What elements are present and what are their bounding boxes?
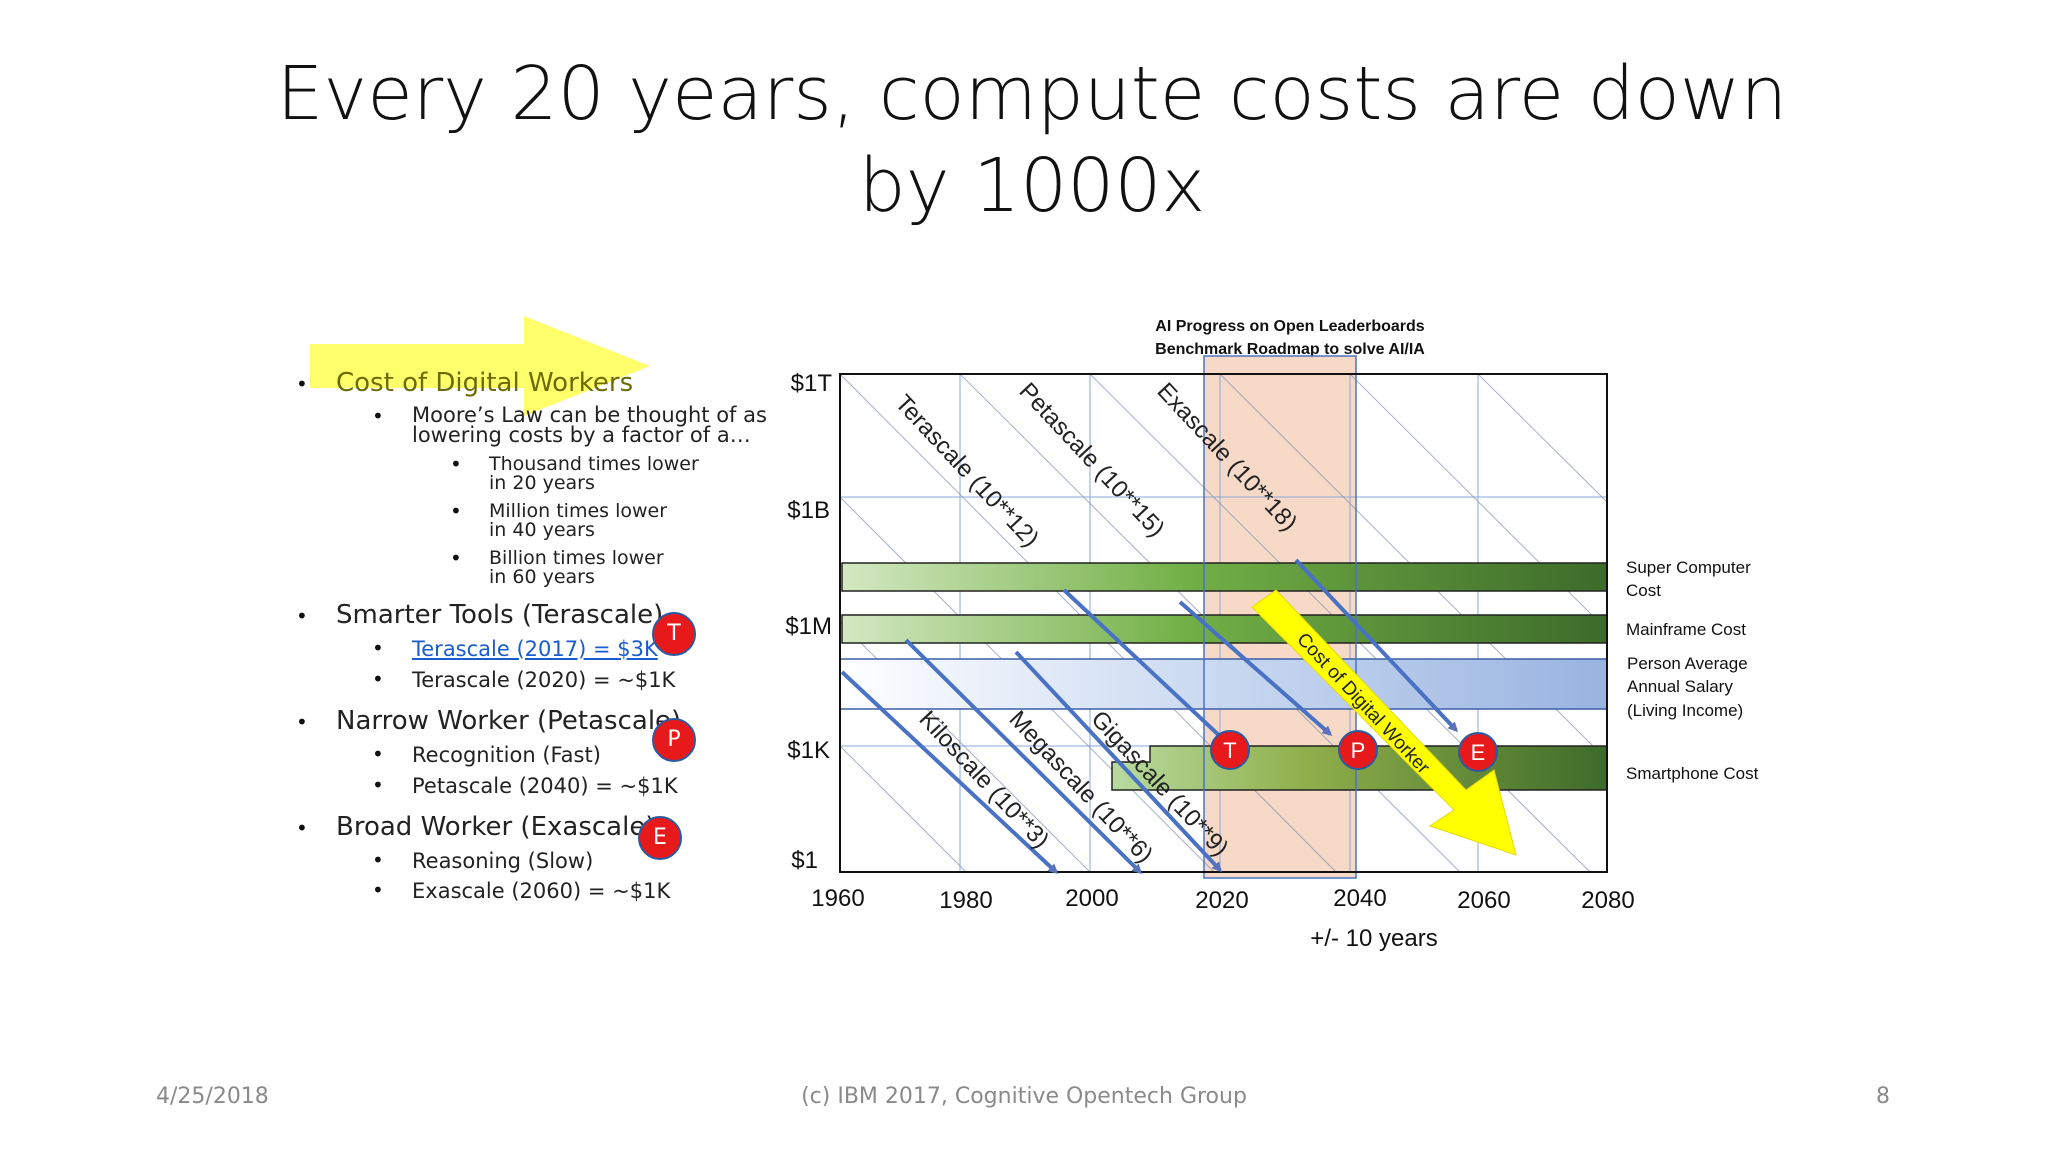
scale-arrows — [840, 558, 1459, 875]
x-axis-label: +/- 10 years — [1310, 925, 1437, 952]
highlight-band-outline — [1203, 355, 1357, 879]
bullet-dot: • — [296, 710, 308, 734]
exascale-marker — [1458, 732, 1498, 772]
bullet-million-1: Million times lower — [489, 500, 668, 522]
x-tick-1980: 1980 — [939, 887, 992, 914]
footer-page-number: 8 — [1876, 1084, 1890, 1109]
bullet-dot: • — [372, 404, 384, 428]
y-tick-1t: $1T — [791, 370, 833, 397]
terascale-marker — [1210, 730, 1250, 770]
bullet-million-2: in 40 years — [489, 519, 595, 541]
petascale-marker — [1338, 730, 1378, 770]
bullet-dot: • — [450, 546, 462, 570]
bullet-dot: • — [372, 636, 384, 660]
supercomputer-label-2: Cost — [1626, 581, 1661, 600]
x-tick-1960: 1960 — [811, 885, 864, 912]
bullet-dot: • — [296, 816, 308, 840]
bullet-exa-2060: Exascale (2060) = ~$1K — [412, 879, 671, 903]
bullet-billion-2: in 60 years — [489, 566, 595, 588]
supercomputer-label-1: Super Computer — [1626, 558, 1751, 577]
bullet-dot: • — [296, 604, 308, 628]
bullet-tera-2020: Terascale (2020) = ~$1K — [412, 668, 676, 692]
terascale-marker-label: T — [1223, 738, 1236, 763]
salary-band — [839, 658, 1608, 710]
bullet-broad: Broad Worker (Exascale) — [336, 812, 656, 842]
salary-label-3: (Living Income) — [1627, 701, 1743, 720]
plot-frame — [839, 373, 1608, 873]
bullet-billion-1: Billion times lower — [489, 547, 664, 569]
bullet-thousand-2: in 20 years — [489, 472, 595, 494]
petascale-badge: P — [652, 718, 696, 762]
bullet-dot: • — [372, 848, 384, 872]
terascale-2017-link[interactable]: Terascale (2017) = $3K — [412, 637, 658, 661]
y-tick-1m: $1M — [785, 613, 832, 640]
bullet-cost: Cost of Digital Workers — [336, 368, 634, 398]
title-line-1: Every 20 years, compute costs are down — [276, 51, 1788, 137]
bar-labels: Super Computer Cost Mainframe Cost Perso… — [1626, 558, 1759, 783]
salary-label-2: Annual Salary — [1627, 677, 1733, 696]
terascale-label: Terascale (10**12) — [890, 390, 1044, 553]
bullet-peta-2040: Petascale (2040) = ~$1K — [412, 774, 678, 798]
bullet-dot: • — [372, 742, 384, 766]
footer-copyright: (c) IBM 2017, Cognitive Opentech Group — [801, 1084, 1247, 1109]
x-tick-2020: 2020 — [1195, 887, 1248, 914]
terascale-badge: T — [652, 612, 696, 656]
bullet-dot: • — [372, 773, 384, 797]
bullet-moore-2: lowering costs by a factor of a… — [412, 423, 751, 447]
bullet-reasoning: Reasoning (Slow) — [412, 849, 594, 873]
bullet-smarter: Smarter Tools (Terascale) — [336, 600, 664, 630]
mainframe-label: Mainframe Cost — [1626, 620, 1746, 639]
bullet-thousand-1: Thousand times lower — [489, 453, 699, 475]
y-tick-1b: $1B — [787, 497, 830, 524]
chart-title-line-1: AI Progress on Open Leaderboards — [1155, 318, 1425, 335]
chart-markers: T P E — [1210, 730, 1498, 772]
petascale-marker-label: P — [1351, 738, 1366, 763]
bullet-dot: • — [450, 452, 462, 476]
mainframe-cost-bar — [841, 614, 1608, 644]
supercomputer-cost-bar — [841, 562, 1608, 592]
bullet-narrow: Narrow Worker (Petascale) — [336, 706, 682, 736]
x-tick-2080: 2080 — [1581, 887, 1634, 914]
x-tick-labels: 1960 1980 2000 2020 2040 2060 2080 — [811, 885, 1634, 914]
y-tick-1: $1 — [791, 847, 818, 874]
exascale-badge: E — [638, 816, 682, 860]
exascale-marker-label: E — [1471, 740, 1486, 765]
chart-title-line-2: Benchmark Roadmap to solve AI/IA — [1155, 341, 1425, 358]
bullet-recognition: Recognition (Fast) — [412, 743, 601, 767]
bullet-moore-1: Moore’s Law can be thought of as — [412, 403, 767, 427]
bullet-dot: • — [450, 499, 462, 523]
footer-date: 4/25/2018 — [156, 1084, 269, 1109]
petascale-label: Petascale (10**15) — [1014, 378, 1170, 543]
y-tick-labels: $1T $1B $1M $1K $1 — [785, 370, 832, 874]
x-tick-2040: 2040 — [1333, 885, 1386, 912]
highlight-arrow-icon — [310, 316, 650, 416]
bullet-dot: • — [372, 667, 384, 691]
salary-label-1: Person Average — [1627, 654, 1748, 673]
digital-worker-cost-arrow — [1251, 589, 1517, 856]
bullet-dot: • — [372, 878, 384, 902]
smartphone-label: Smartphone Cost — [1626, 764, 1759, 783]
title-line-2: by 1000x — [858, 143, 1206, 229]
x-tick-2060: 2060 — [1457, 887, 1510, 914]
bullet-dot: • — [296, 372, 308, 396]
y-tick-1k: $1K — [787, 737, 830, 764]
x-tick-2000: 2000 — [1065, 885, 1118, 912]
slide-title: Every 20 years, compute costs are down b… — [200, 48, 1864, 232]
